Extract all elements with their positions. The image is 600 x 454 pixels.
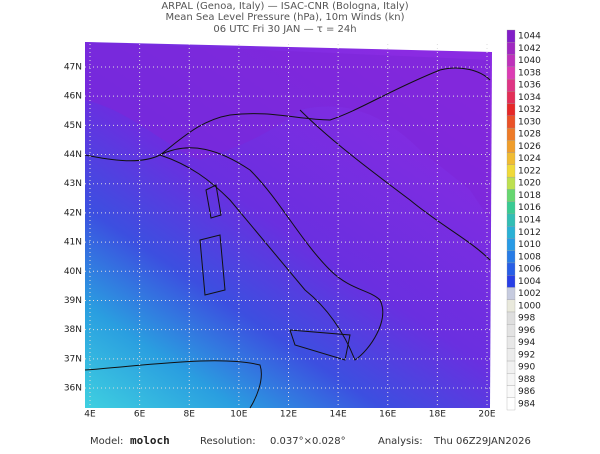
colorbar-label: 988 bbox=[518, 375, 535, 385]
colorbar-label: 1040 bbox=[518, 56, 541, 66]
colorbar-label: 1002 bbox=[518, 289, 541, 299]
colorbar-swatch bbox=[506, 336, 516, 349]
colorbar-swatch bbox=[506, 66, 516, 80]
colorbar-swatch bbox=[506, 262, 516, 276]
colorbar-swatch bbox=[506, 250, 516, 264]
footer-label: Resolution: bbox=[200, 436, 256, 447]
colorbar-swatch bbox=[506, 225, 516, 239]
colorbar-swatch bbox=[506, 29, 516, 43]
lat-label: 41N bbox=[64, 238, 82, 248]
colorbar-label: 996 bbox=[518, 326, 535, 336]
colorbar-label: 1016 bbox=[518, 203, 541, 213]
colorbar-label: 1014 bbox=[518, 216, 541, 226]
colorbar-label: 1042 bbox=[518, 44, 541, 54]
colorbar-label: 1026 bbox=[518, 142, 541, 152]
colorbar-swatch bbox=[506, 397, 516, 411]
colorbar-label: 1010 bbox=[518, 240, 541, 250]
coastline bbox=[84, 360, 262, 409]
lon-label: 10E bbox=[230, 410, 247, 420]
colorbar-swatch bbox=[506, 385, 516, 398]
colorbar-label: 986 bbox=[518, 387, 535, 397]
colorbar-swatch bbox=[506, 360, 516, 374]
colorbar-swatch bbox=[506, 311, 516, 325]
colorbar-swatch bbox=[506, 373, 516, 386]
lat-label: 39N bbox=[64, 296, 82, 306]
coastline bbox=[299, 109, 491, 261]
colorbar-swatch bbox=[506, 275, 516, 288]
lon-label: 18E bbox=[429, 410, 446, 420]
lon-label: 8E bbox=[184, 410, 196, 420]
colorbar-label: 984 bbox=[518, 399, 535, 409]
colorbar-swatch bbox=[506, 189, 516, 202]
colorbar-label: 1020 bbox=[518, 179, 541, 189]
colorbar-swatch bbox=[506, 42, 516, 55]
lon-label: 16E bbox=[379, 410, 396, 420]
footer-value: moloch bbox=[130, 434, 170, 447]
colorbar-label: 1024 bbox=[518, 154, 541, 164]
lat-label: 45N bbox=[64, 121, 82, 131]
colorbar-swatch bbox=[506, 140, 516, 153]
colorbar-label: 1006 bbox=[518, 265, 541, 275]
colorbar-label: 998 bbox=[518, 314, 535, 324]
colorbar-label: 1004 bbox=[518, 277, 541, 287]
lon-label: 20E bbox=[478, 410, 495, 420]
colorbar-label: 1028 bbox=[518, 130, 541, 140]
lat-label: 47N bbox=[64, 63, 82, 73]
colorbar-label: 990 bbox=[518, 363, 535, 373]
colorbar-label: 1030 bbox=[518, 117, 541, 127]
colorbar-swatch bbox=[506, 152, 516, 165]
colorbar-label: 1018 bbox=[518, 191, 541, 201]
land-shading bbox=[85, 42, 490, 220]
colorbar-swatch bbox=[506, 324, 516, 337]
colorbar-label: 992 bbox=[518, 350, 535, 360]
colorbar-label: 1022 bbox=[518, 166, 541, 176]
colorbar-swatch bbox=[506, 348, 516, 362]
lat-label: 38N bbox=[64, 325, 82, 335]
footer-value: 0.037°×0.028° bbox=[270, 436, 346, 447]
colorbar-swatch bbox=[506, 238, 516, 251]
lon-label: 12E bbox=[280, 410, 297, 420]
header-line: ARPAL (Genoa, Italy) — ISAC-CNR (Bologna… bbox=[161, 1, 408, 12]
island bbox=[199, 184, 351, 361]
colorbar-swatch bbox=[506, 115, 516, 129]
lat-label: 43N bbox=[64, 179, 82, 189]
colorbar-label: 1012 bbox=[518, 228, 541, 238]
colorbar-label: 994 bbox=[518, 338, 535, 348]
header-line: 06 UTC Fri 30 JAN — τ = 24h bbox=[213, 24, 356, 35]
colorbar-label: 1008 bbox=[518, 252, 541, 262]
colorbar-swatch bbox=[506, 213, 516, 227]
colorbar-swatch bbox=[506, 299, 516, 313]
colorbar-swatch bbox=[506, 91, 516, 104]
colorbar-swatch bbox=[506, 164, 516, 178]
colorbar-swatch bbox=[506, 103, 516, 116]
colorbar-label: 1036 bbox=[518, 81, 541, 91]
footer-label: Model: bbox=[90, 436, 123, 447]
footer-value: Thu 06Z29JAN2026 bbox=[433, 436, 531, 447]
lon-label: 14E bbox=[330, 410, 347, 420]
header-line: Mean Sea Level Pressure (hPa), 10m Winds… bbox=[166, 12, 405, 23]
colorbar-swatch bbox=[506, 176, 516, 190]
coastline bbox=[158, 147, 384, 361]
lat-label: 46N bbox=[64, 92, 82, 102]
lat-label: 44N bbox=[64, 150, 82, 160]
colorbar-swatch bbox=[506, 201, 516, 215]
lon-label: 6E bbox=[134, 410, 146, 420]
colorbar-swatch bbox=[506, 287, 516, 300]
lat-label: 36N bbox=[64, 384, 82, 394]
colorbar-label: 1000 bbox=[518, 301, 541, 311]
colorbar-swatch bbox=[506, 54, 516, 67]
colorbar-swatch bbox=[506, 127, 516, 141]
lat-label: 42N bbox=[64, 208, 82, 218]
footer-label: Analysis: bbox=[378, 436, 423, 447]
lon-label: 4E bbox=[84, 410, 96, 420]
colorbar-label: 1032 bbox=[518, 105, 541, 115]
colorbar-swatch bbox=[506, 78, 516, 92]
colorbar-label: 1038 bbox=[518, 68, 541, 78]
colorbar-label: 1044 bbox=[518, 32, 541, 42]
lat-label: 37N bbox=[64, 354, 82, 364]
lat-label: 40N bbox=[64, 267, 82, 277]
colorbar-label: 1034 bbox=[518, 93, 541, 103]
